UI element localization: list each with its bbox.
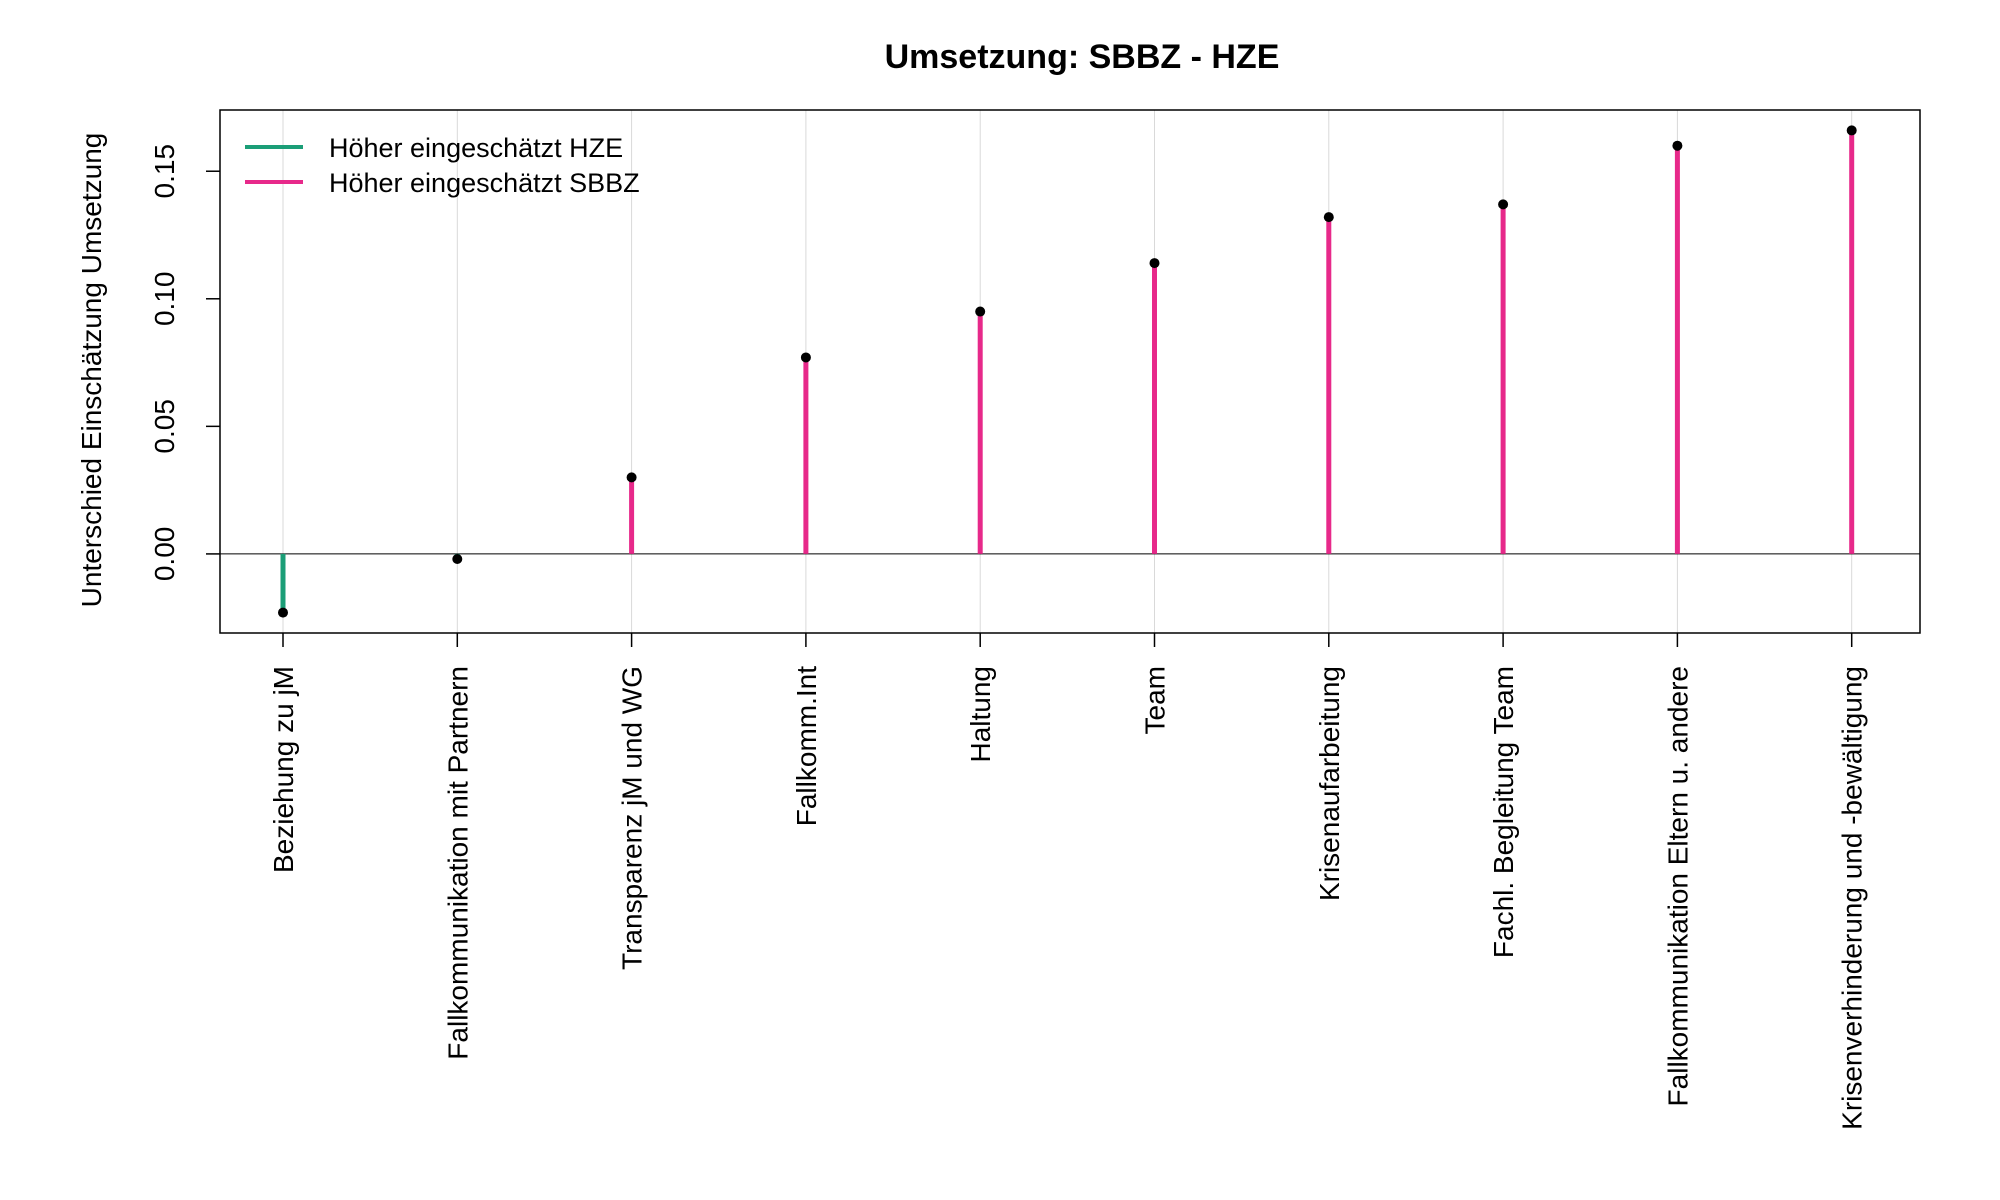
y-axis-label: Unterschied Einschätzung Umsetzung (76, 133, 107, 608)
stems-layer (280, 130, 1855, 613)
x-tick-label: Krisenaufarbeitung (1314, 666, 1345, 901)
data-point (1846, 125, 1857, 136)
x-tick-label: Haltung (965, 666, 996, 763)
x-tick-label: Fallkommunikation Eltern u. andere (1662, 666, 1693, 1106)
y-tick-label: 0.00 (149, 527, 180, 582)
legend-label-sbbz: Höher eingeschätzt SBBZ (329, 168, 640, 198)
x-tick-label: Fallkommunikation mit Partnern (442, 666, 473, 1060)
data-point (975, 306, 986, 317)
x-tick-label: Transparenz jM und WG (617, 666, 648, 970)
data-point (1149, 258, 1160, 269)
y-tick-label: 0.15 (149, 144, 180, 199)
x-tick-label: Krisenverhinderung und -bewältigung (1837, 666, 1868, 1130)
plot-frame (219, 109, 1921, 634)
x-tick-label: Beziehung zu jM (268, 666, 299, 873)
x-tick-label: Fachl. Begleitung Team (1488, 666, 1519, 958)
y-tick-label: 0.10 (149, 272, 180, 327)
data-point (1498, 199, 1509, 210)
points-layer (278, 125, 1857, 618)
y-axis: 0.00 0.05 0.10 0.15 (149, 144, 220, 581)
x-tick-label: Team (1140, 666, 1171, 734)
legend: Höher eingeschätzt HZE Höher eingeschätz… (245, 133, 640, 198)
data-point (1323, 212, 1334, 223)
data-point (626, 472, 637, 483)
data-point (452, 554, 463, 565)
chart-title: Umsetzung: SBBZ - HZE (885, 38, 1280, 76)
data-point (800, 352, 811, 363)
x-tick-label: Fallkomm.Int (791, 666, 822, 826)
data-point (278, 607, 288, 618)
data-point (1672, 140, 1683, 151)
legend-label-hze: Höher eingeschätzt HZE (329, 133, 623, 163)
y-tick-label: 0.05 (149, 399, 180, 454)
x-axis: Beziehung zu jM Fallkommunikation mit Par… (268, 633, 1868, 1130)
